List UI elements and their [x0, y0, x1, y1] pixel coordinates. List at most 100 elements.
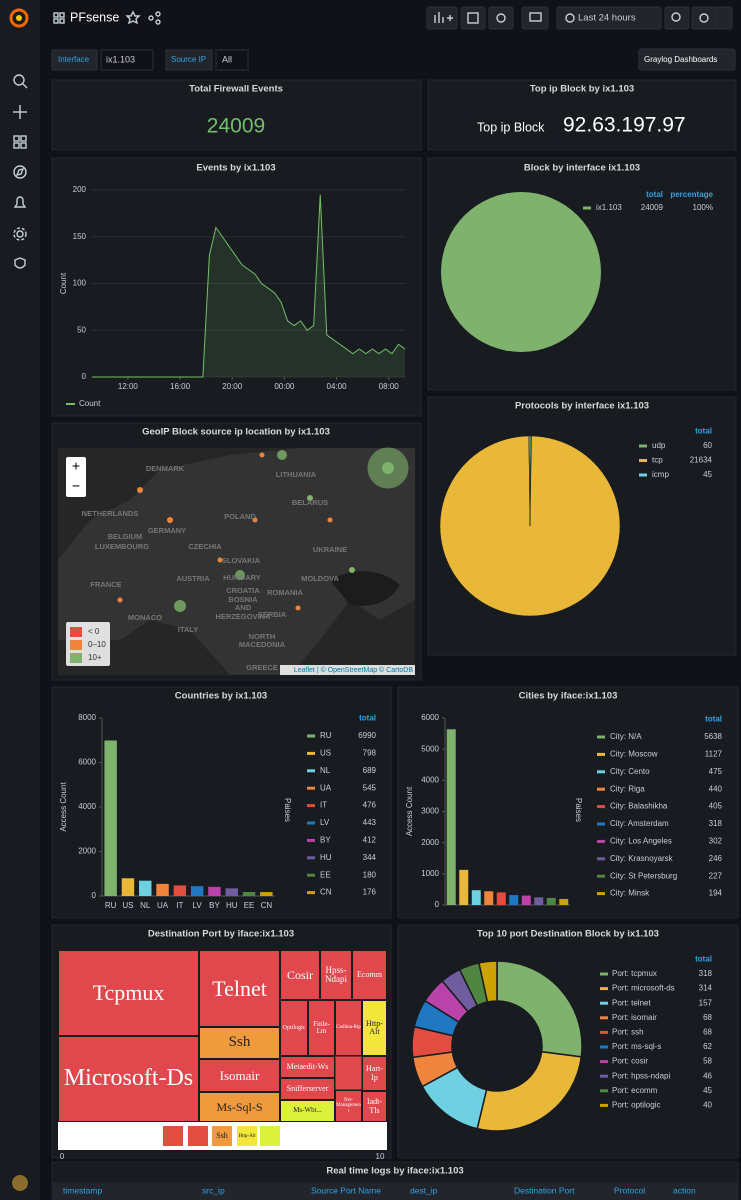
legend-percentage: 100%	[693, 203, 713, 212]
column-header[interactable]: Source Port Name	[311, 1185, 381, 1195]
y-axis-label: Access Count	[405, 786, 414, 836]
map-label: SLOVAKIA	[222, 556, 261, 565]
x-tick-label: 00:00	[274, 382, 295, 391]
x-tick-label: US	[122, 901, 133, 910]
dashboard-title[interactable]: PFsense	[70, 10, 119, 24]
legend-label: City: Amsterdam	[610, 819, 669, 828]
panel-title: Protocols by interface ix1.103	[515, 401, 649, 412]
legend-value: 45	[703, 1086, 712, 1095]
legend-label: Port: tcpmux	[612, 969, 657, 978]
legend-value: 405	[709, 802, 723, 811]
legend-label: Port: ms-sql-s	[612, 1042, 661, 1051]
treemap-label: Ssh	[199, 1027, 280, 1059]
bar	[104, 740, 117, 896]
treemap-cell: Http-Alt	[362, 1000, 387, 1056]
user-avatar[interactable]	[12, 1175, 28, 1191]
line-area	[92, 194, 405, 377]
x-tick-label: BY	[209, 901, 220, 910]
legend-value: 194	[709, 889, 723, 898]
treemap-legend-swatch	[237, 1126, 257, 1146]
bar	[173, 885, 187, 896]
legend-label: Port: optilogic	[612, 1101, 660, 1110]
zoom-button[interactable]: +	[72, 458, 80, 474]
legend-label: LV	[320, 818, 330, 827]
grafana-logo[interactable]	[9, 8, 29, 28]
bar	[260, 892, 273, 896]
treemap-label: Net-Management	[335, 1090, 362, 1122]
star-button[interactable]	[125, 10, 141, 25]
legend-label: BY	[320, 836, 331, 845]
y-tick-label: 150	[73, 232, 87, 241]
panel-title: Top 10 port Destination Block by ix1.103	[477, 929, 659, 940]
column-header[interactable]: src_ip	[202, 1185, 225, 1195]
legend-label: udp	[652, 441, 666, 450]
dashboards-button[interactable]	[638, 48, 736, 71]
legend-value: 6990	[358, 731, 376, 740]
legend-value: 227	[709, 871, 723, 880]
legend-label: HU	[320, 853, 332, 862]
sidebar	[0, 0, 40, 1200]
y-axis-label: Count	[59, 272, 68, 294]
y-tick-label: 1000	[421, 869, 439, 878]
legend-value: 1127	[705, 750, 723, 759]
legend-title: Paises	[283, 798, 292, 822]
time-range[interactable]: Last 24 hours	[578, 13, 636, 24]
legend-value: 176	[363, 888, 377, 897]
map-label: POLAND	[224, 512, 256, 521]
variable-label-box	[165, 49, 213, 71]
bar	[225, 888, 238, 896]
bar	[446, 729, 456, 905]
treemap-cell: Isomair	[199, 1059, 280, 1092]
legend-label: 0–10	[88, 640, 106, 649]
variable-select[interactable]	[215, 49, 249, 71]
legend-label: City: Cento	[610, 767, 650, 776]
legend-value: 689	[363, 766, 377, 775]
variable-value[interactable]: ix1.103	[106, 54, 135, 64]
bar	[471, 890, 481, 905]
legend-label: City: Los Angeles	[610, 837, 672, 846]
variable-select[interactable]	[100, 49, 154, 71]
column-header[interactable]: action	[673, 1185, 696, 1195]
sidebar-icons[interactable]	[13, 74, 28, 269]
legend-label: Port: ecomm	[612, 1086, 658, 1095]
treemap-label: Snifferserver	[280, 1078, 335, 1100]
zoom-button[interactable]: −	[72, 478, 80, 494]
line	[92, 194, 406, 378]
treemap-cell: Optilogic	[280, 1000, 308, 1056]
legend-value: 157	[699, 998, 713, 1007]
bar	[242, 891, 256, 896]
legend-value: 60	[703, 441, 712, 450]
bar	[121, 878, 135, 896]
variable-label-box	[51, 49, 98, 71]
treemap-cell: Cosir	[280, 950, 320, 1000]
treemap-cell: Net-Management	[335, 1090, 362, 1122]
x-tick-label: LV	[193, 901, 203, 910]
y-tick-label: 2000	[421, 838, 439, 847]
column-header[interactable]: Destination Port	[514, 1185, 575, 1195]
panel-title: Real time logs by iface:ix1.103	[326, 1166, 463, 1177]
column-header[interactable]: timestamp	[63, 1185, 102, 1195]
map	[58, 447, 415, 675]
x-tick-label: RU	[105, 901, 117, 910]
stat-value: 92.63.197.97	[563, 114, 686, 137]
legend-title: Paises	[574, 798, 583, 822]
treemap-cell: Hpss-Ndapi	[320, 950, 352, 1000]
treemap-cell: Ms-Sql-S	[199, 1092, 280, 1122]
column-header[interactable]: Protocol	[614, 1185, 645, 1195]
y-tick-label: 3000	[421, 807, 439, 816]
map-label: MONACO	[128, 613, 162, 622]
donut-slice	[476, 1050, 583, 1132]
legend-value: 24009	[641, 203, 664, 212]
variable-value[interactable]: All	[222, 54, 232, 64]
y-tick-label: 8000	[78, 713, 96, 722]
column-header[interactable]: dest_ip	[410, 1185, 438, 1195]
toolbar[interactable]	[426, 6, 733, 30]
legend-value: 314	[699, 984, 713, 993]
map-label: ITALY	[178, 625, 198, 634]
share-button[interactable]	[148, 11, 161, 25]
map-label: NORTH	[249, 632, 276, 641]
dashboards-link[interactable]: Graylog Dashboards	[644, 55, 717, 64]
bar	[459, 869, 469, 905]
donut-slice	[478, 960, 498, 1003]
map-label: HUNGARY	[223, 573, 261, 582]
